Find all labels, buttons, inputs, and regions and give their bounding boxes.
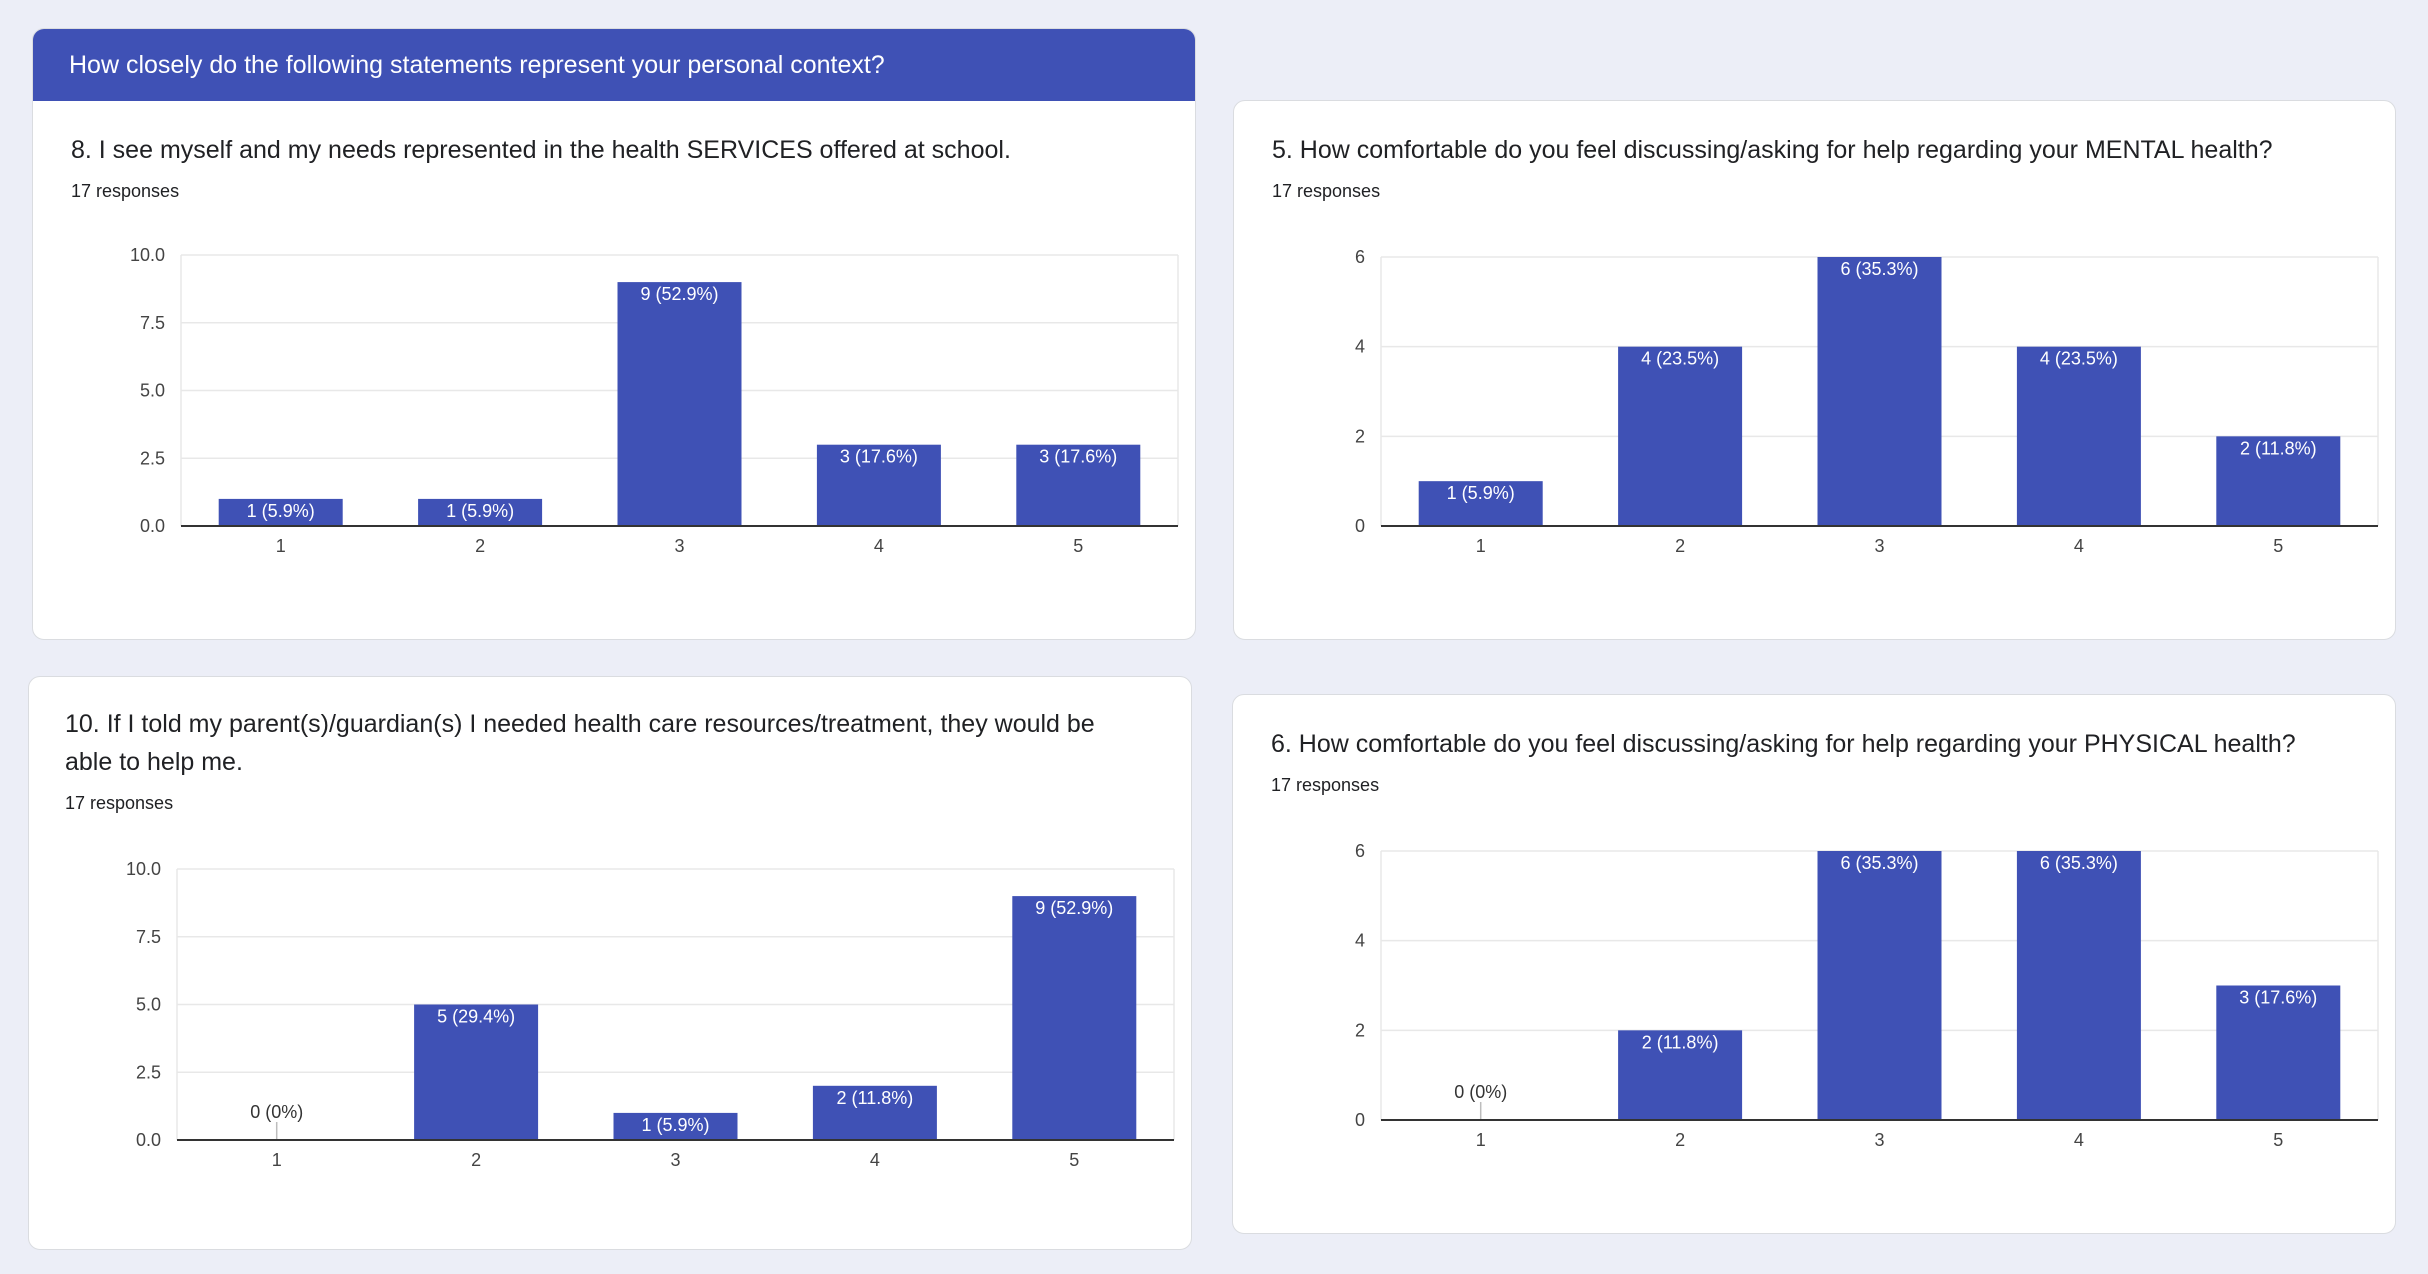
section-header: How closely do the following statements … (33, 29, 1195, 101)
y-tick-label: 6 (1355, 841, 1365, 861)
x-tick-label: 4 (874, 536, 884, 556)
bar-chart: 0 2 4 6 0 (0%) 1 2 (11.8%) 2 6 (35.3%) 3 6 (35.3%)… (1355, 841, 2379, 1150)
x-tick-label: 5 (2273, 536, 2283, 556)
y-tick-label: 2 (1355, 1020, 1365, 1040)
data-label: 1 (5.9%) (446, 501, 514, 521)
data-label: 9 (52.9%) (640, 284, 718, 304)
question-card-10: 10. If I told my parent(s)/guardian(s) I… (28, 676, 1192, 1250)
response-count: 17 responses (1272, 181, 1381, 201)
x-tick-label: 3 (670, 1150, 680, 1170)
x-tick-label: 4 (870, 1150, 880, 1170)
bar-3 (617, 282, 742, 526)
question-title: 5. How comfortable do you feel discussin… (1272, 136, 2273, 164)
bar-chart: 0.0 2.5 5.0 7.5 10.0 0 (0%) 1 5 (29.4%) 2 1 (5.9%… (126, 859, 1175, 1170)
data-label: 4 (23.5%) (1641, 349, 1719, 369)
data-label: 1 (5.9%) (1447, 483, 1515, 503)
y-tick-label: 5.0 (136, 995, 161, 1015)
response-count: 17 responses (1271, 775, 1380, 795)
bar-5 (1016, 444, 1141, 526)
bar-4 (812, 1085, 937, 1140)
x-tick-label: 4 (2074, 1130, 2084, 1150)
question-title: 10. If I told my parent(s)/guardian(s) I… (65, 710, 1095, 776)
bar-3 (613, 1112, 738, 1140)
bar-2 (418, 498, 543, 526)
bar-1 (1418, 481, 1543, 526)
question-card-8: How closely do the following statements … (32, 28, 1196, 640)
data-label: 4 (23.5%) (2040, 349, 2118, 369)
x-tick-label: 1 (1476, 1130, 1486, 1150)
data-label: 2 (11.8%) (837, 1088, 914, 1108)
bar-4 (2016, 851, 2141, 1120)
data-label: 6 (35.3%) (1840, 259, 1918, 279)
response-count: 17 responses (71, 181, 180, 201)
bar-chart: 0.0 2.5 5.0 7.5 10.0 1 (5.9%) 1 1 (5.9%) 2 9 (52.… (130, 245, 1179, 556)
bar-1 (218, 498, 343, 526)
bar-3 (1817, 257, 1942, 526)
x-tick-label: 2 (1675, 536, 1685, 556)
y-tick-label: 0 (1355, 516, 1365, 536)
data-label: 0 (0%) (250, 1102, 303, 1122)
y-tick-label: 2 (1355, 426, 1365, 446)
data-label: 3 (17.6%) (840, 447, 918, 467)
bar-5 (1012, 896, 1137, 1140)
data-label: 1 (5.9%) (247, 501, 315, 521)
bar-3 (1817, 851, 1942, 1120)
bar-4 (2016, 346, 2141, 526)
data-label: 6 (35.3%) (1840, 853, 1918, 873)
x-tick-label: 5 (1069, 1150, 1079, 1170)
bar-5 (2216, 436, 2341, 526)
x-tick-label: 1 (276, 536, 286, 556)
question-card-5: 5. How comfortable do you feel discussin… (1233, 100, 2396, 640)
x-tick-label: 1 (272, 1150, 282, 1170)
data-label: 5 (29.4%) (437, 1007, 515, 1027)
x-tick-label: 3 (1874, 536, 1884, 556)
x-tick-label: 2 (475, 536, 485, 556)
x-tick-label: 2 (1675, 1130, 1685, 1150)
question-card-6: 6. How comfortable do you feel discussin… (1232, 694, 2396, 1234)
x-tick-label: 3 (674, 536, 684, 556)
data-label: 3 (17.6%) (1039, 447, 1117, 467)
y-tick-label: 2.5 (136, 1062, 161, 1082)
x-tick-label: 1 (1476, 536, 1486, 556)
y-tick-label: 10.0 (126, 859, 161, 879)
x-tick-label: 4 (2074, 536, 2084, 556)
bar-2 (1618, 346, 1743, 526)
y-tick-label: 4 (1355, 337, 1365, 357)
data-label: 2 (11.8%) (2240, 438, 2317, 458)
x-tick-label: 5 (2273, 1130, 2283, 1150)
x-tick-label: 5 (1073, 536, 1083, 556)
y-tick-label: 2.5 (140, 448, 165, 468)
y-tick-label: 4 (1355, 931, 1365, 951)
x-tick-label: 2 (471, 1150, 481, 1170)
data-label: 6 (35.3%) (2040, 853, 2118, 873)
y-tick-label: 0.0 (140, 516, 165, 536)
y-tick-label: 7.5 (140, 313, 165, 333)
y-tick-label: 10.0 (130, 245, 165, 265)
y-tick-label: 0 (1355, 1110, 1365, 1130)
y-tick-label: 0.0 (136, 1130, 161, 1150)
bar-2 (414, 1004, 539, 1140)
data-label: 1 (5.9%) (641, 1115, 709, 1135)
data-label: 3 (17.6%) (2239, 988, 2317, 1008)
y-tick-label: 5.0 (140, 381, 165, 401)
response-count: 17 responses (65, 793, 174, 813)
bar-2 (1618, 1030, 1743, 1120)
data-label: 9 (52.9%) (1035, 898, 1113, 918)
y-tick-label: 6 (1355, 247, 1365, 267)
bar-5 (2216, 985, 2341, 1120)
bar-chart: 0 2 4 6 1 (5.9%) 1 4 (23.5%) 2 6 (35.3%) 3 4 (23.5… (1355, 247, 2379, 556)
bar-4 (816, 444, 941, 526)
x-tick-label: 3 (1874, 1130, 1884, 1150)
question-title: 6. How comfortable do you feel discussin… (1271, 730, 2296, 758)
data-label: 0 (0%) (1454, 1082, 1507, 1102)
data-label: 2 (11.8%) (1642, 1032, 1719, 1052)
question-title: 8. I see myself and my needs represented… (71, 136, 1011, 164)
y-tick-label: 7.5 (136, 927, 161, 947)
